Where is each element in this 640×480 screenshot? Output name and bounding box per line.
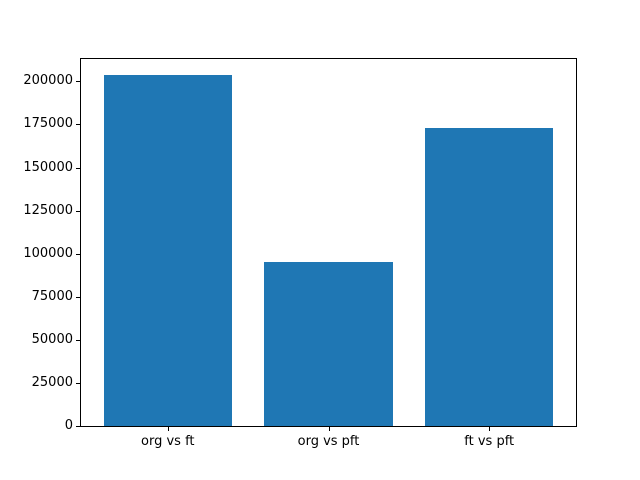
y-tick-mark xyxy=(76,296,80,298)
x-tick-label: org vs pft xyxy=(297,434,360,449)
x-tick-mark xyxy=(489,427,491,431)
y-tick-label: 0 xyxy=(64,418,73,433)
y-tick-label: 75000 xyxy=(31,288,73,304)
y-tick-mark xyxy=(76,339,80,341)
y-tick-label: 50000 xyxy=(31,331,73,347)
y-tick-mark xyxy=(76,253,80,255)
bar xyxy=(103,74,233,426)
y-tick-mark xyxy=(76,210,80,212)
y-tick-label: 25000 xyxy=(31,374,73,390)
bar xyxy=(264,262,393,426)
y-tick-mark xyxy=(76,81,80,83)
y-tick-label: 100000 xyxy=(23,245,73,261)
y-tick-mark xyxy=(76,167,80,169)
y-tick-label: 150000 xyxy=(23,159,73,175)
y-tick-label: 200000 xyxy=(23,73,73,89)
x-tick-mark xyxy=(167,427,169,431)
plot-area xyxy=(80,58,577,427)
x-tick-label: ft vs pft xyxy=(464,434,515,449)
y-tick-mark xyxy=(76,426,80,427)
bar xyxy=(424,127,554,426)
y-tick-label: 175000 xyxy=(23,116,73,132)
y-tick-label: 125000 xyxy=(23,202,73,218)
x-tick-mark xyxy=(328,427,330,431)
y-tick-mark xyxy=(76,382,80,384)
x-tick-label: org vs ft xyxy=(141,434,195,449)
y-tick-mark xyxy=(76,124,80,126)
